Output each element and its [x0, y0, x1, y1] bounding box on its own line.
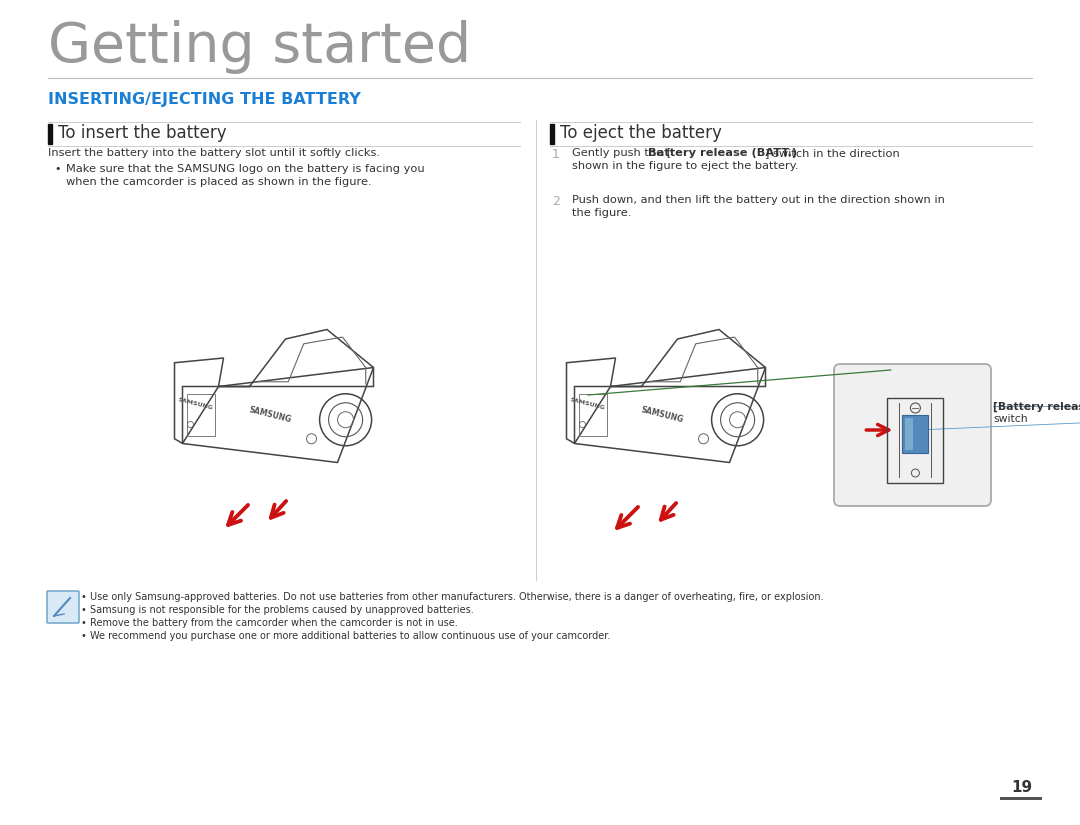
Text: the figure.: the figure. [572, 208, 632, 218]
Text: 2: 2 [552, 195, 559, 208]
Text: SAMSUNG: SAMSUNG [177, 397, 213, 410]
Text: when the camcorder is placed as shown in the figure.: when the camcorder is placed as shown in… [66, 177, 372, 187]
Bar [48, 124, 52, 144]
Text: Make sure that the SAMSUNG logo on the battery is facing you: Make sure that the SAMSUNG logo on the b… [66, 164, 424, 174]
Text: Battery release (BATT.): Battery release (BATT.) [648, 148, 797, 158]
Text: •: • [54, 164, 60, 174]
Text: Gently push the [: Gently push the [ [572, 148, 672, 158]
Text: 1: 1 [552, 148, 559, 161]
Text: •: • [80, 618, 86, 628]
Text: Insert the battery into the battery slot until it softly clicks.: Insert the battery into the battery slot… [48, 148, 380, 158]
Text: Use only Samsung-approved batteries. Do not use batteries from other manufacture: Use only Samsung-approved batteries. Do … [90, 592, 824, 602]
Bar [550, 124, 554, 144]
Text: Remove the battery from the camcorder when the camcorder is not in use.: Remove the battery from the camcorder wh… [90, 618, 458, 628]
Text: INSERTING/EJECTING THE BATTERY: INSERTING/EJECTING THE BATTERY [48, 92, 361, 107]
Text: 19: 19 [1011, 780, 1032, 795]
Text: Samsung is not responsible for the problems caused by unapproved batteries.: Samsung is not responsible for the probl… [90, 605, 474, 615]
Text: ] switch in the direction: ] switch in the direction [766, 148, 901, 158]
Text: SAMSUNG: SAMSUNG [248, 405, 293, 425]
Text: switch: switch [993, 414, 1028, 424]
Text: •: • [80, 605, 86, 615]
FancyBboxPatch shape [834, 364, 991, 506]
Text: Getting started: Getting started [48, 20, 471, 74]
Bar [903, 415, 929, 453]
FancyBboxPatch shape [48, 591, 79, 623]
Text: SAMSUNG: SAMSUNG [569, 397, 605, 410]
Text: SAMSUNG: SAMSUNG [640, 405, 685, 425]
Bar [905, 418, 914, 450]
Text: •: • [80, 592, 86, 602]
Bar [888, 398, 944, 483]
Text: [Battery release (BATT.)]: [Battery release (BATT.)] [993, 401, 1080, 412]
Text: To insert the battery: To insert the battery [58, 124, 227, 142]
Bar [1000, 796, 1042, 800]
Text: Push down, and then lift the battery out in the direction shown in: Push down, and then lift the battery out… [572, 195, 945, 205]
Text: shown in the figure to eject the battery.: shown in the figure to eject the battery… [572, 161, 798, 171]
Text: To eject the battery: To eject the battery [561, 124, 721, 142]
Text: We recommend you purchase one or more additional batteries to allow continuous u: We recommend you purchase one or more ad… [90, 631, 610, 641]
Text: •: • [80, 631, 86, 641]
